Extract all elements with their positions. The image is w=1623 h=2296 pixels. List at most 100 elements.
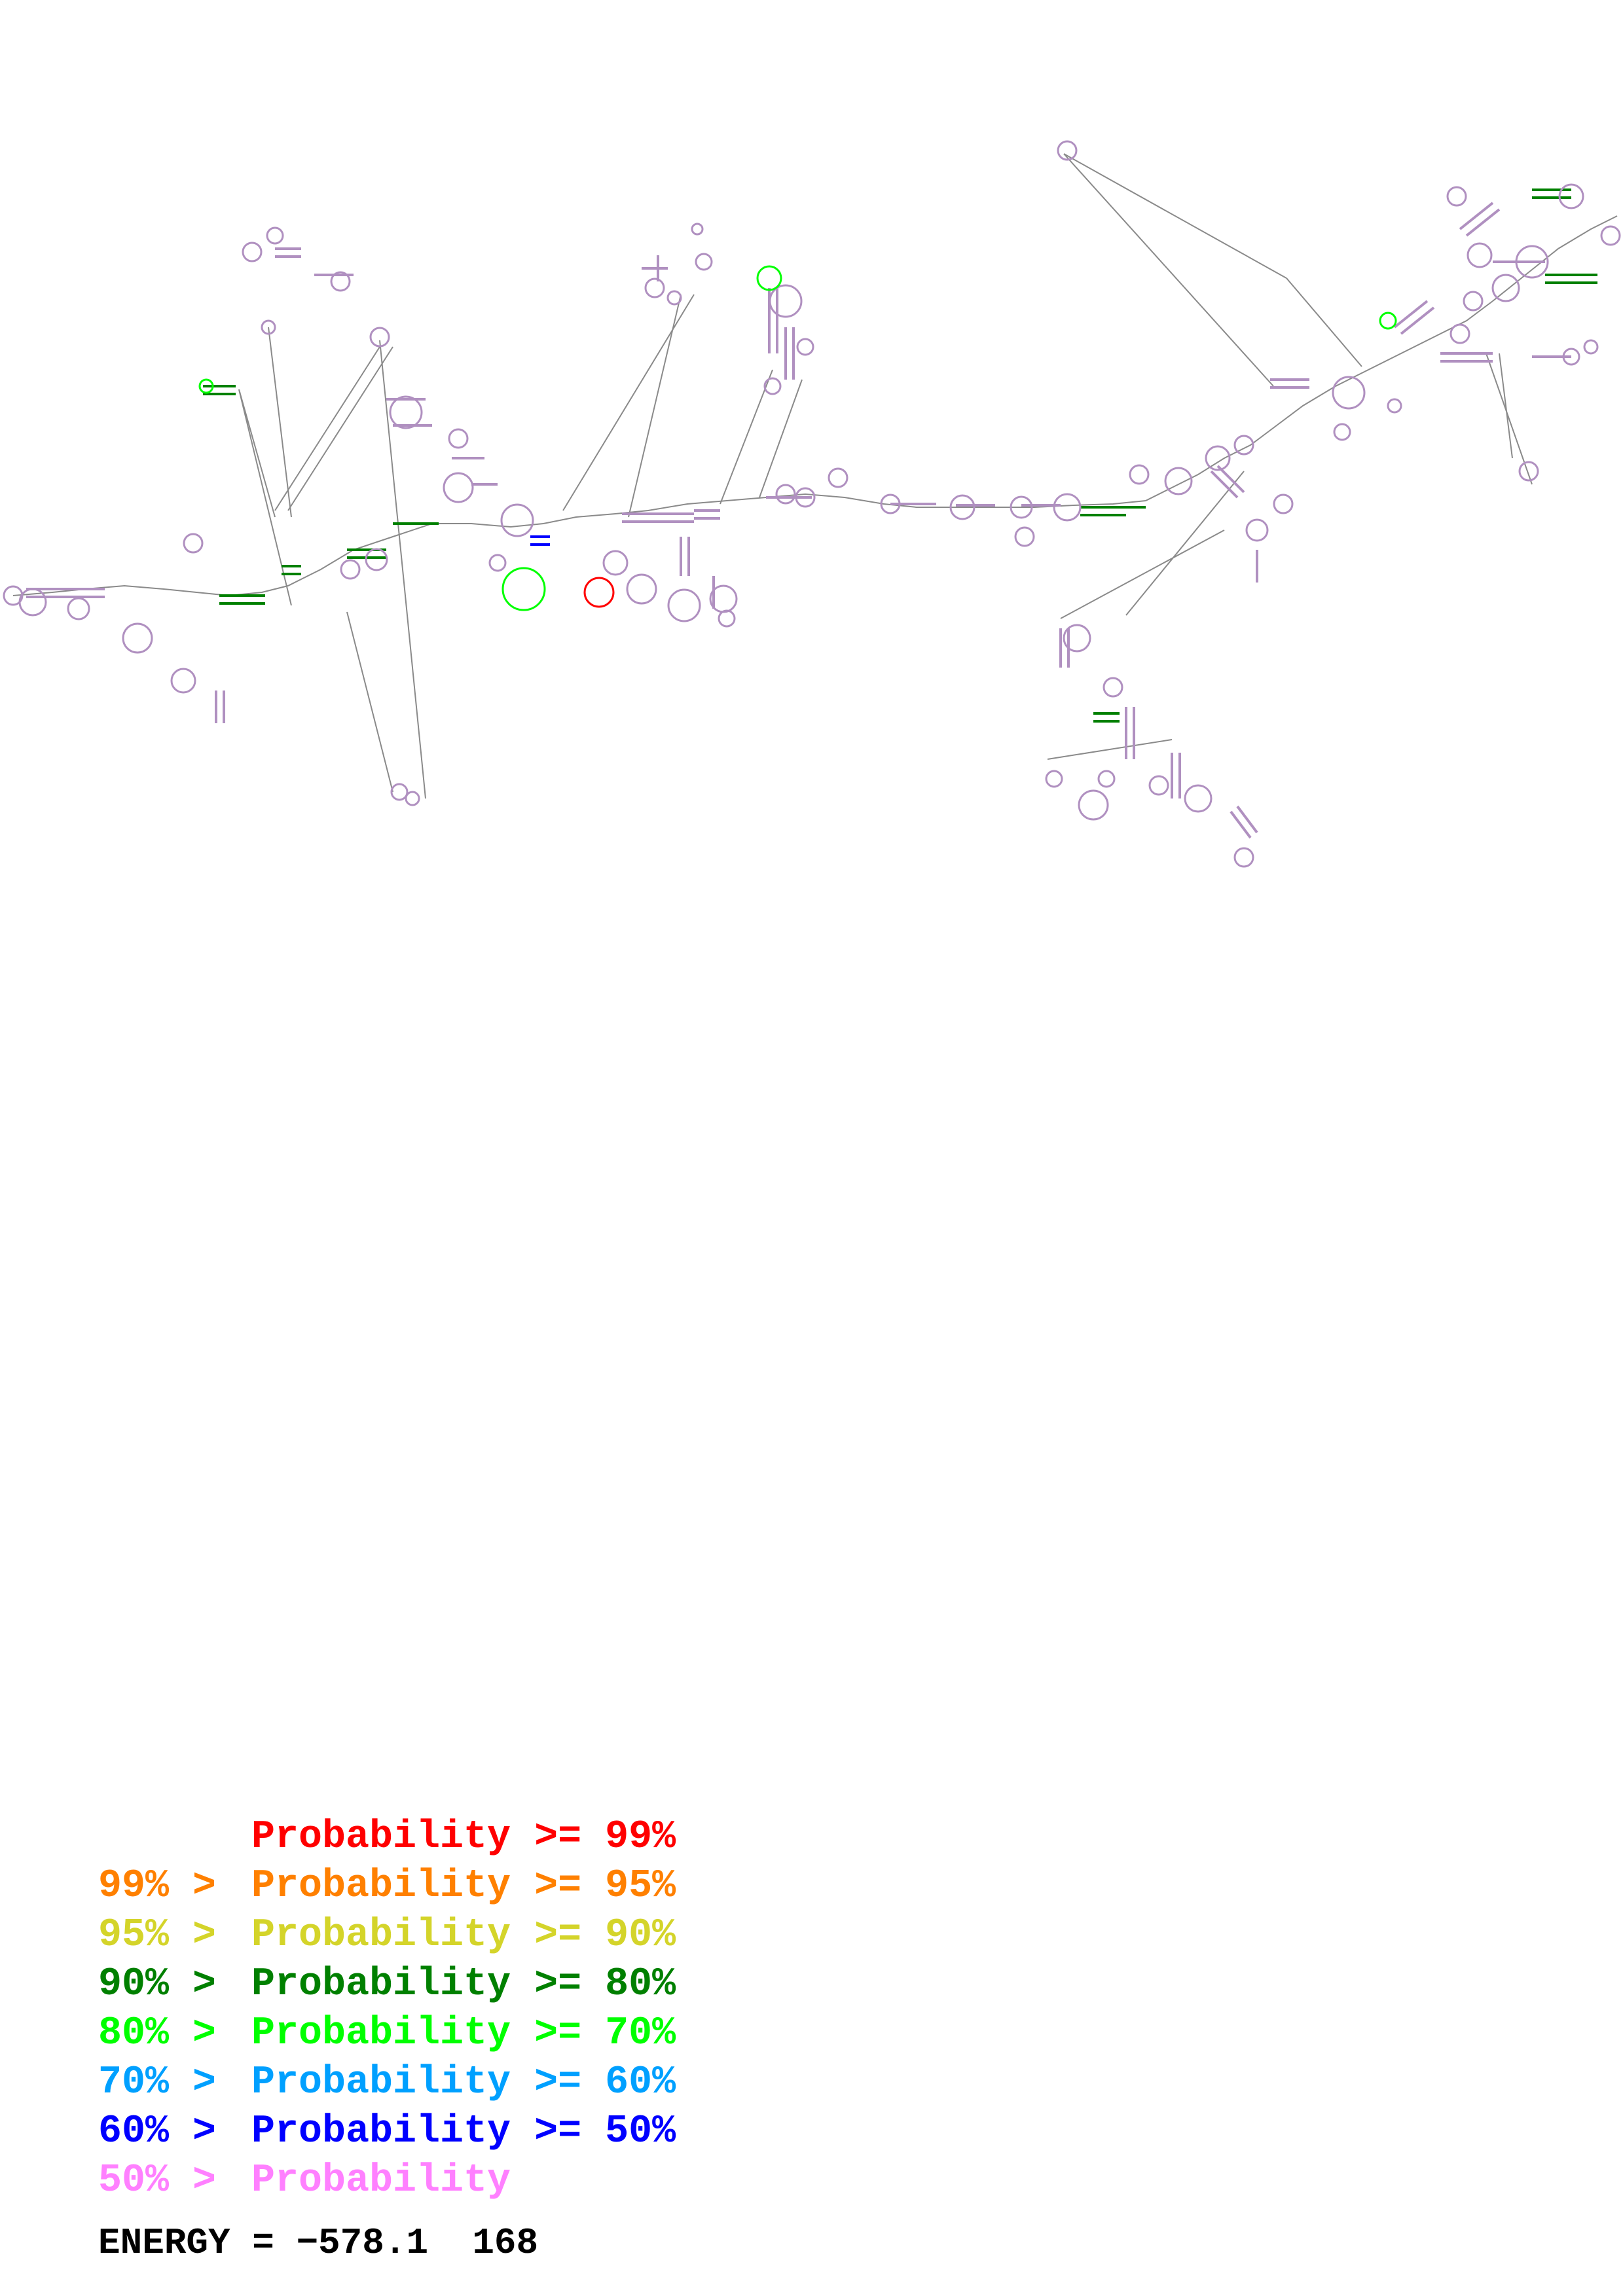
hairpin-loop: [1463, 291, 1484, 312]
hairpin-loop: [718, 609, 736, 628]
helix: [1459, 202, 1545, 263]
backbone-connector: [1125, 471, 1245, 616]
multiloop: [1332, 376, 1366, 410]
legend-label: Probability: [251, 1913, 511, 1958]
helix: [680, 537, 715, 609]
multiloop: [1010, 495, 1033, 519]
backbone-connector: [720, 369, 773, 505]
helix: [282, 565, 301, 575]
legend-threshold: >= 90%: [511, 1913, 676, 1958]
multiloop: [795, 487, 816, 508]
hairpin-loop: [602, 550, 629, 576]
legend-prefix: 95% >: [98, 1913, 217, 1958]
helix: [1125, 707, 1135, 759]
multiloop: [501, 567, 546, 611]
helix: [1210, 465, 1245, 499]
hairpin-loop: [488, 554, 507, 572]
legend-threshold: >= 99%: [511, 1815, 676, 1859]
legend-threshold: >= 50%: [511, 2109, 676, 2154]
backbone-connector: [1286, 278, 1362, 367]
hairpin-loop: [1446, 186, 1467, 207]
hairpin-loop: [405, 791, 420, 806]
multiloop: [1184, 784, 1213, 813]
multiloop: [122, 622, 153, 654]
hairpin-loop: [1600, 225, 1621, 246]
backbone-connector: [759, 379, 803, 498]
multiloop: [1148, 775, 1169, 796]
helix: [1532, 188, 1597, 284]
legend-threshold: >= 80%: [511, 1962, 676, 2007]
multiloop: [1103, 677, 1123, 698]
backbone-connector: [562, 294, 695, 511]
legend-prefix: 80% >: [98, 2011, 217, 2056]
helix: [347, 522, 439, 559]
legend-label: Probability: [251, 1864, 511, 1909]
legend-prefix: 70% >: [98, 2060, 217, 2105]
multiloop: [500, 503, 534, 537]
helix: [1171, 753, 1181, 798]
helix: [530, 535, 550, 546]
energy-readout: ENERGY = −578.1 168: [98, 2222, 538, 2264]
legend-prefix: 60% >: [98, 2109, 217, 2154]
hairpin-loop: [756, 265, 782, 291]
backbone-connector: [1063, 153, 1287, 279]
backbone-main: [12, 215, 1618, 597]
multiloop: [667, 588, 701, 622]
helix: [1393, 300, 1435, 335]
helix: [1093, 712, 1120, 723]
hairpin-loop: [1097, 770, 1116, 788]
helices: [26, 188, 1597, 839]
legend-row: 70% > Probability >= 60%: [98, 2058, 676, 2108]
helix: [219, 594, 265, 605]
multiloop: [1053, 493, 1082, 522]
hairpin-loop: [198, 378, 214, 394]
hairpin-loop: [261, 319, 276, 335]
legend-row: 60% > Probability >= 50%: [98, 2108, 676, 2157]
helix: [275, 247, 354, 276]
backbone-connector: [1499, 353, 1513, 459]
helix: [1440, 352, 1571, 363]
helix: [1080, 506, 1146, 516]
helix: [694, 509, 720, 520]
legend-row: 50% > Probability: [98, 2157, 676, 2206]
hairpin-loop: [796, 338, 814, 356]
hairpin-loop: [448, 428, 469, 449]
rna-structure-diagram: [3, 140, 1621, 868]
legend-threshold: >= 70%: [511, 2011, 676, 2056]
multiloop: [1467, 242, 1493, 268]
helix: [203, 385, 236, 395]
multiloop: [67, 597, 90, 620]
hairpin-loop: [266, 226, 284, 245]
multiloop: [880, 493, 901, 514]
hairpin-loop: [1387, 398, 1402, 414]
legend-label: Probability: [251, 1962, 511, 2007]
legend-label: Probability: [251, 2011, 511, 2056]
hairpin-loop: [390, 783, 409, 801]
legend-row: 90% > Probability >= 80%: [98, 1960, 676, 2009]
multiloop: [1063, 624, 1091, 653]
legend-label: Probability: [251, 2109, 511, 2154]
hairpin-loop: [242, 242, 263, 262]
hairpin-loop: [183, 533, 204, 554]
hairpin-loop: [691, 223, 704, 236]
legend-threshold: >= 95%: [511, 1864, 676, 1909]
legend-label: Probability: [251, 1815, 511, 1859]
legend-label: Probability: [251, 2159, 511, 2203]
multiloop: [369, 327, 390, 348]
hairpin-loop: [828, 467, 848, 488]
hairpin-loop: [365, 548, 388, 571]
legend-prefix: 99% >: [98, 1864, 217, 1909]
multiloop: [443, 472, 474, 503]
hairpin-loop: [1583, 339, 1599, 355]
backbone-connector: [287, 346, 393, 511]
hairpin-loop: [1078, 789, 1109, 821]
backbone-connector: [1047, 739, 1173, 760]
legend-row: 80% > Probability >= 70%: [98, 2009, 676, 2058]
backbone-connector: [1486, 353, 1533, 485]
backbone-connector: [268, 327, 292, 518]
multiloop: [389, 395, 423, 429]
multiloop: [1491, 274, 1520, 302]
hairpin-loop: [1014, 526, 1035, 547]
hairpin-loop: [763, 377, 782, 395]
hairpin-loop: [1273, 493, 1294, 514]
